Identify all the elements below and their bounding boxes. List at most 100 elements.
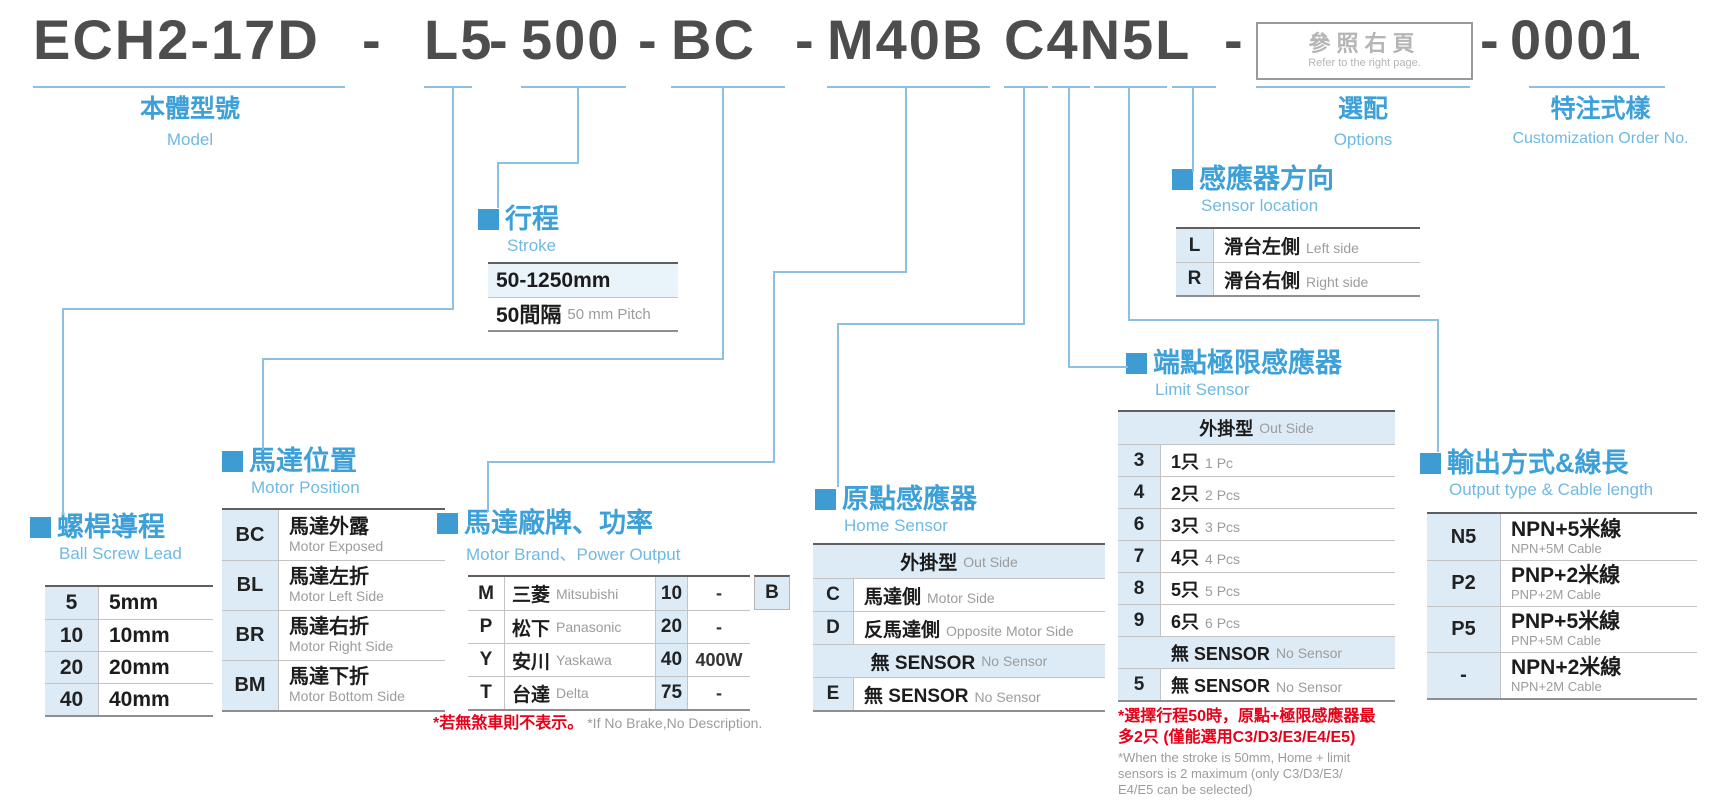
value-cell: 5只 5 Pcs — [1171, 579, 1241, 600]
table-row: M 三菱 Mitsubishi 10 - — [468, 577, 750, 610]
value-cell: 40mm — [109, 687, 170, 711]
power-value-cell: - — [716, 616, 722, 637]
section-subtitle: Sensor location — [1201, 196, 1319, 216]
table-row: P5 PNP+5米線 PNP+5M Cable — [1427, 606, 1697, 652]
code-cell: 20 — [45, 652, 99, 683]
table-row: E 無 SENSOR No Sensor — [813, 677, 1105, 710]
code-cell: 40 — [45, 684, 99, 715]
limit-sensor-note: *選擇行程50時，原點+極限感應器最 多2只 (僅能選用C3/D3/E3/E4/E… — [1118, 706, 1375, 798]
section-title: 馬達廠牌、功率 — [464, 508, 653, 538]
table-row: 9 6只 6 Pcs — [1118, 604, 1395, 636]
motor-brand-table: M 三菱 Mitsubishi 10 - P 松下 Panasonic 20 - Y 安川 Yaskaw… — [468, 575, 750, 711]
section-title: 行程 — [505, 204, 559, 234]
brand-code-cell: T — [468, 677, 505, 709]
value-cell: 滑台右側 Right side — [1224, 270, 1369, 292]
blue-square-icon — [1172, 169, 1193, 190]
code-order-no: 0001 — [1510, 8, 1643, 71]
brake-code-cell: B — [754, 575, 790, 610]
section-subtitle: Motor Brand、Power Output — [466, 545, 681, 565]
brand-code-cell: M — [468, 577, 505, 610]
code-dash: - — [1480, 8, 1501, 71]
note-line: *選擇行程50時，原點+極限感應器最 — [1118, 708, 1376, 725]
section-ball-screw-lead: 螺桿導程 Ball Screw Lead — [30, 512, 182, 564]
label-model: 本體型號 Model — [139, 95, 240, 149]
code-cell: N5 — [1427, 514, 1501, 560]
power-code-cell: 10 — [656, 577, 688, 610]
section-home-sensor: 原點感應器 Home Sensor — [815, 484, 977, 536]
note-line: E4/E5 can be selected) — [1118, 782, 1253, 797]
connector-line — [1068, 88, 1070, 368]
code-stroke: 500 — [521, 8, 621, 71]
value-cell: 無 SENSOR No Sensor — [1171, 675, 1343, 696]
code-cell: C — [813, 579, 854, 611]
blue-square-icon — [1420, 453, 1441, 474]
table-row: P 松下 Panasonic 20 - — [468, 610, 750, 643]
sensor-location-table: L 滑台左側 Left side R 滑台右側 Right side — [1176, 227, 1420, 297]
power-value-cell: 400W — [695, 649, 743, 670]
code-brand-power: M40B — [827, 8, 985, 71]
code-dash: - — [362, 8, 383, 71]
connector-line — [1192, 88, 1194, 172]
brand-name-cell: 台達 Delta — [505, 677, 656, 709]
code-cell: 4 — [1118, 477, 1161, 508]
table-row: 5 5mm — [45, 587, 213, 619]
code-dash: - — [795, 8, 816, 71]
options-box-label-en: Refer to the right page. — [1308, 56, 1421, 69]
table-row: 10 10mm — [45, 619, 213, 651]
value-cell: 反馬達側 Opposite Motor Side — [864, 619, 1074, 641]
value-cell: 3只 3 Pcs — [1171, 515, 1241, 536]
code-cell: P5 — [1427, 607, 1501, 652]
connector-line — [1256, 86, 1470, 88]
code-dash: - — [1224, 8, 1245, 71]
power-code-cell: 40 — [656, 644, 688, 676]
value-cell: NPN+5米線 NPN+5M Cable — [1511, 517, 1622, 556]
code-motor-position: BC — [671, 8, 756, 71]
table-row: BR 馬達右折 Motor Right Side — [222, 610, 445, 660]
power-code-cell: 75 — [656, 677, 688, 709]
table-row: 4 2只 2 Pcs — [1118, 476, 1395, 508]
section-title: 馬達位置 — [249, 446, 357, 476]
section-subtitle: Home Sensor — [844, 516, 948, 536]
connector-line — [62, 308, 64, 515]
value-cell: 1只 1 Pc — [1171, 451, 1234, 472]
code-cell: 9 — [1118, 605, 1161, 636]
table-row: C 馬達側 Motor Side — [813, 578, 1105, 611]
code-cell: 10 — [45, 620, 99, 651]
code-cell: BR — [222, 611, 279, 660]
power-code-cell: 20 — [656, 611, 688, 643]
section-sensor-location: 感應器方向 Sensor location — [1172, 164, 1334, 216]
section-title: 原點感應器 — [842, 484, 977, 514]
code-cell: R — [1176, 263, 1214, 295]
section-title: 端點極限感應器 — [1153, 348, 1342, 378]
power-value-cell: - — [716, 682, 722, 703]
connector-line — [837, 323, 839, 487]
connector-line — [487, 461, 775, 463]
section-subtitle: Output type & Cable length — [1449, 480, 1654, 500]
table-header-row: 外掛型 Out Side — [813, 545, 1105, 578]
section-title: 輸出方式&線長 — [1447, 448, 1629, 478]
blue-square-icon — [1126, 353, 1147, 374]
code-sensors: C4N5L — [1004, 8, 1192, 71]
output-type-table: N5 NPN+5米線 NPN+5M Cable P2 PNP+2米線 PNP+2M Cab… — [1427, 512, 1697, 700]
table-row: 20 20mm — [45, 651, 213, 683]
brand-name-cell: 松下 Panasonic — [505, 611, 656, 643]
stroke-range-row: 50-1250mm — [488, 264, 678, 297]
code-cell: 5 — [45, 587, 99, 619]
connector-line — [487, 461, 489, 512]
value-cell: 馬達左折 Motor Left Side — [289, 566, 384, 605]
code-body: ECH2-17D — [33, 8, 320, 71]
table-header-row: 外掛型 Out Side — [1118, 412, 1395, 444]
stroke-table: 50-1250mm 50間隔 50 mm Pitch — [488, 262, 678, 332]
section-subtitle: Ball Screw Lead — [59, 544, 182, 564]
limit-sensor-table: 外掛型 Out Side 3 1只 1 Pc 4 2只 2 Pcs 6 3只 3 Pcs 7 4只 4 P… — [1118, 410, 1395, 702]
connector-line — [577, 88, 579, 164]
section-title: 感應器方向 — [1199, 164, 1334, 194]
value-cell: 馬達側 Motor Side — [864, 586, 995, 608]
connector-line — [521, 86, 626, 88]
code-cell: 5 — [1118, 669, 1161, 700]
table-row: T 台達 Delta 75 - — [468, 676, 750, 709]
code-cell: 3 — [1118, 445, 1161, 476]
connector-line — [1437, 319, 1439, 452]
home-sensor-table: 外掛型 Out Side C 馬達側 Motor Side D 反馬達側 Opposite M… — [813, 543, 1105, 712]
value-cell: 20mm — [109, 655, 170, 679]
